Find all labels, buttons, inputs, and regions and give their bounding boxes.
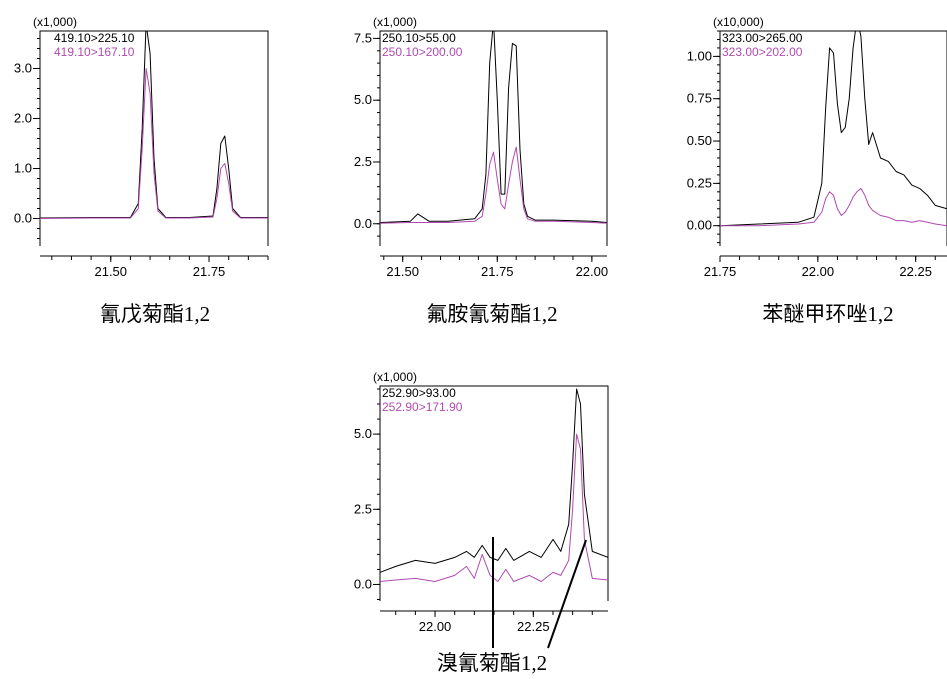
y-tick-label: 1.00 xyxy=(687,48,712,63)
trace-line-2 xyxy=(720,187,947,227)
legend-entry-1: 252.90>93.00 xyxy=(382,386,456,400)
y-tick-label: 0.0 xyxy=(354,576,372,591)
x-tick-label: 21.50 xyxy=(386,264,419,279)
y-tick-label: 3.0 xyxy=(14,61,32,76)
x-tick-label: 22.00 xyxy=(576,264,609,279)
trace-line-2 xyxy=(380,433,608,582)
trace-line-1 xyxy=(380,388,608,573)
legend-entry-2: 323.00>202.00 xyxy=(722,45,803,59)
trace-line-1 xyxy=(720,31,947,227)
chart-caption: 氟胺氰菊酯1,2 xyxy=(426,302,557,326)
y-tick-label: 0.50 xyxy=(687,133,712,148)
y-tick-label: 7.5 xyxy=(354,30,372,45)
trace-line-2 xyxy=(40,68,268,219)
y-tick-label: 5.0 xyxy=(354,92,372,107)
x-tick-label: 22.25 xyxy=(517,619,550,634)
chart-caption: 溴氰菊酯1,2 xyxy=(437,651,547,675)
y-tick-label: 1.0 xyxy=(14,161,32,176)
y-tick-label: 2.5 xyxy=(354,501,372,516)
plot-frame xyxy=(719,30,947,246)
x-tick-label: 21.75 xyxy=(481,264,514,279)
x-tick-label: 22.00 xyxy=(802,264,835,279)
legend-entry-2: 252.90>171.90 xyxy=(382,400,463,414)
legend-entry-2: 419.10>167.10 xyxy=(54,45,135,59)
y-tick-label: 0.25 xyxy=(687,175,712,190)
legend-entry-1: 323.00>265.00 xyxy=(722,31,803,45)
plot-frame xyxy=(39,30,269,246)
chart-panel-3: 21.75 22.00 22.25 0.00 0.25 0.50 0.75 1.00 (x10,… xyxy=(687,15,947,326)
legend-entry-1: 250.10>55.00 xyxy=(382,31,456,45)
y-tick-label: 0.00 xyxy=(687,218,712,233)
plot-frame xyxy=(379,385,609,601)
trace-line-1 xyxy=(380,31,607,223)
x-tick-label: 22.25 xyxy=(899,264,932,279)
scale-label: (x1,000) xyxy=(33,15,77,29)
y-tick-label: 2.5 xyxy=(354,154,372,169)
legend-entry-1: 419.10>225.10 xyxy=(54,31,135,45)
y-tick-label: 5.0 xyxy=(354,426,372,441)
scale-label: (x10,000) xyxy=(713,15,764,29)
x-tick-label: 21.75 xyxy=(193,264,226,279)
chart-panel-4: 22.00 22.25 0.0 2.5 5.0 (x1,000) 252.90>93.002… xyxy=(354,370,609,675)
y-tick-label: 2.0 xyxy=(14,111,32,126)
chart-panel-2: 21.50 21.75 22.00 0.0 2.5 5.0 7.5(x1,000) 250.1… xyxy=(354,15,608,326)
y-tick-label: 0.0 xyxy=(354,216,372,231)
x-tick-label: 21.75 xyxy=(704,264,737,279)
chart-caption: 氰戊菊酯1,2 xyxy=(100,302,210,326)
y-tick-label: 0.0 xyxy=(14,211,32,226)
peak-pointer-line-2 xyxy=(547,539,587,649)
chart-caption: 苯醚甲环唑1,2 xyxy=(762,302,893,326)
x-tick-label: 22.00 xyxy=(419,619,452,634)
scale-label: (x1,000) xyxy=(373,15,417,29)
y-tick-label: 0.75 xyxy=(687,91,712,106)
scale-label: (x1,000) xyxy=(373,370,417,384)
legend-entry-2: 250.10>200.00 xyxy=(382,45,463,59)
x-tick-label: 21.50 xyxy=(94,264,127,279)
plot-frame xyxy=(379,30,608,246)
chart-panel-1: 21.50 21.75 0.0 1.0 2.0 3.0 (x1,000) 419.10>225… xyxy=(14,15,269,326)
trace-line-2 xyxy=(380,146,607,224)
